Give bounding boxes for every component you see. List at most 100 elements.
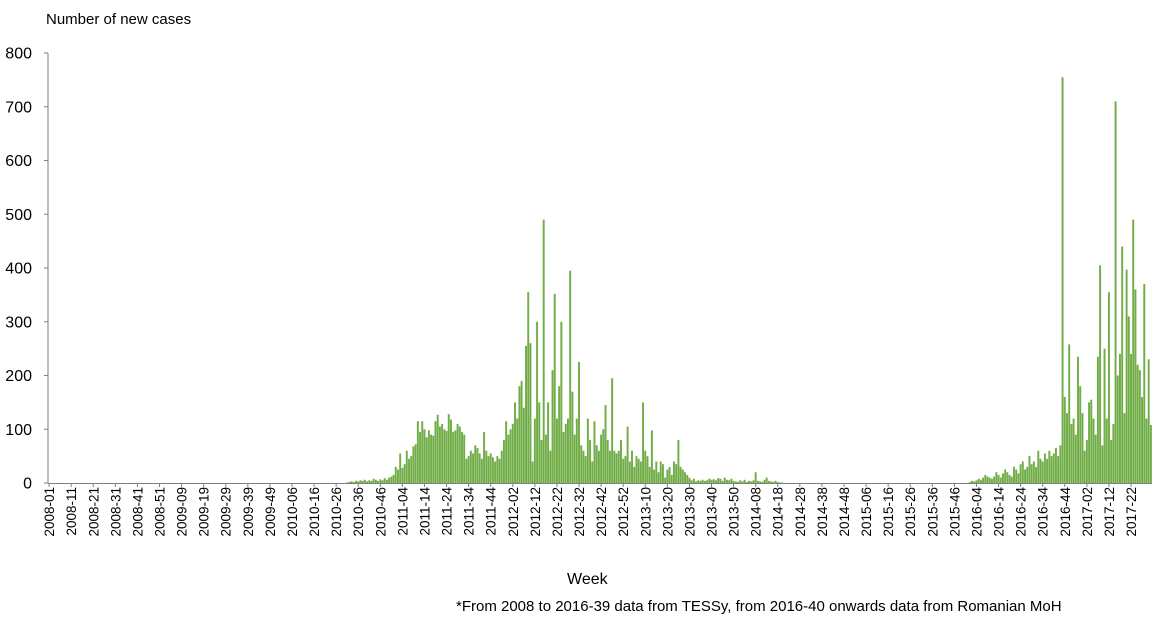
bar-2017-01 [1083,450,1086,483]
bar-2012-01 [509,429,512,483]
bar-2016-43 [1061,77,1064,483]
bar-2010-47 [381,480,384,483]
y-tick-label: 400 [5,261,32,278]
bar-2014-04 [745,481,748,483]
bar-2016-32 [1037,450,1040,483]
x-tick-label: 2010-06 [285,487,300,537]
bar-2017-16 [1116,375,1119,483]
bar-2013-17 [659,461,662,483]
bar-2012-37 [589,440,592,483]
bar-2011-36 [472,453,475,483]
bar-2016-12 [993,476,996,483]
bar-2012-52 [622,458,625,483]
bar-2016-03 [973,481,976,483]
bar-2017-25 [1136,364,1139,483]
bar-2012-29 [571,391,574,484]
bar-2011-47 [496,456,499,484]
bar-2017-26 [1138,370,1141,484]
bar-2016-27 [1026,466,1029,484]
bar-2011-42 [485,450,488,483]
bar-2016-38 [1050,456,1053,484]
x-tick-label: 2015-16 [881,487,896,537]
bar-2011-40 [480,458,483,483]
bar-2013-31 [690,480,693,483]
bar-2017-28 [1143,284,1146,484]
bar-2011-11 [416,421,419,483]
bar-2013-09 [642,402,645,484]
bar-2012-43 [602,429,605,483]
bar-2016-46 [1068,344,1071,483]
bar-2013-35 [699,480,702,483]
x-tick-label: 2009-29 [219,487,234,537]
bar-2012-26 [564,423,567,484]
bar-2016-35 [1043,453,1046,483]
bar-2012-35 [584,456,587,484]
bar-2013-30 [688,477,691,484]
bar-2017-21 [1127,316,1130,484]
bar-2013-39 [708,478,711,483]
bar-2016-10 [988,477,991,484]
bar-2010-42 [370,480,373,483]
x-tick-label: 2012-32 [572,487,587,537]
bar-2016-37 [1048,450,1051,483]
x-tick-label: 2012-02 [506,487,521,537]
x-tick-label: 2016-04 [969,487,984,537]
bar-2011-16 [427,430,430,483]
bar-2014-18 [776,481,779,483]
bar-2010-50 [388,477,391,484]
bar-2013-33 [695,481,698,483]
bar-2012-05 [518,386,521,483]
bar-2016-28 [1028,456,1031,484]
bar-2016-11 [990,478,993,483]
bar-2012-03 [514,402,516,484]
bar-2013-42 [714,480,717,483]
bar-2017-27 [1141,397,1144,483]
bar-2012-31 [575,418,578,483]
bar-2016-48 [1072,418,1075,483]
bar-2011-25 [447,414,450,483]
bar-2014-07 [752,480,755,483]
bar-2014-14 [767,480,770,483]
bar-2014-01 [739,480,742,483]
bar-2012-38 [591,461,594,483]
bar-2017-07 [1096,356,1099,483]
x-tick-label: 2014-18 [771,487,786,537]
bar-2011-44 [489,453,492,483]
bar-2011-18 [432,435,435,483]
bar-2016-26 [1024,469,1027,483]
bar-2016-19 [1008,474,1011,483]
bar-2011-50 [502,440,505,483]
bar-2013-04 [631,450,633,483]
bar-2017-05 [1092,418,1095,483]
bar-2016-04 [975,480,978,483]
bar-2012-25 [562,431,565,483]
bar-2011-49 [500,450,503,483]
bar-2017-19 [1123,413,1126,484]
bar-2013-11 [646,456,649,484]
bar-2013-43 [717,478,720,483]
bar-2011-04 [401,467,404,483]
bar-2011-20 [436,414,439,483]
x-tick-label: 2015-06 [859,487,874,537]
bar-2016-18 [1006,472,1009,483]
bar-2011-32 [463,434,466,484]
bar-2016-25 [1021,461,1024,483]
bar-2011-03 [399,453,402,483]
bar-2013-45 [721,480,724,483]
bar-2016-47 [1070,423,1073,484]
bar-2017-04 [1090,399,1093,483]
x-tick-label: 2010-16 [307,487,322,537]
x-tick-label: 2014-38 [815,487,830,537]
bar-2010-48 [383,478,386,483]
bar-2013-48 [728,480,731,483]
bar-2011-15 [425,437,428,483]
bar-2011-08 [410,456,413,484]
bar-2016-29 [1030,464,1033,483]
bar-2014-03 [743,479,746,483]
bar-2017-11 [1105,418,1108,483]
bar-2011-05 [403,464,406,483]
bar-2011-51 [505,421,508,483]
bar-2012-04 [516,418,519,483]
bar-2013-03 [628,461,631,483]
